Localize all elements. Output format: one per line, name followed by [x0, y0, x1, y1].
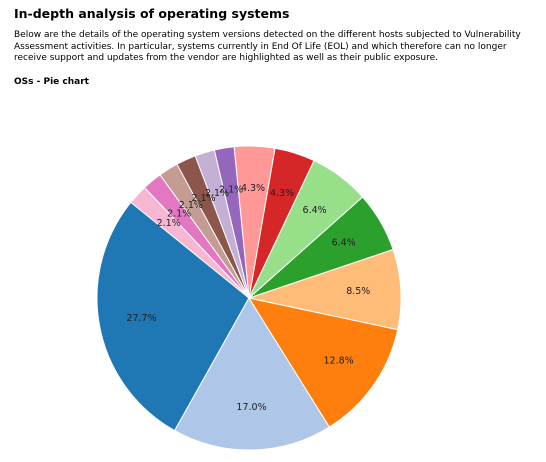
pie-slice-13 — [130, 186, 250, 299]
pie-label-0: 27.7% — [126, 313, 156, 324]
pie-slices — [96, 145, 402, 451]
pie-label-12: 2.1% — [167, 208, 191, 219]
pie-label-2: 12.8% — [324, 355, 354, 366]
pie-labels: 27.7%17.0%12.8%8.5%6.4%6.4%4.3%4.3%2.1%2… — [126, 183, 370, 413]
pie-label-3: 8.5% — [346, 286, 370, 297]
intro-paragraph: Below are the details of the operating s… — [14, 30, 521, 63]
pie-chart-svg: 27.7%17.0%12.8%8.5%6.4%6.4%4.3%4.3%2.1%2… — [96, 145, 402, 451]
pie-label-5: 6.4% — [303, 205, 327, 216]
pie-label-13: 2.1% — [157, 218, 181, 229]
pie-label-6: 4.3% — [270, 188, 294, 199]
pie-label-10: 2.1% — [191, 193, 215, 204]
report-section: In-depth analysis of operating systems B… — [14, 0, 534, 88]
pie-label-1: 17.0% — [236, 402, 266, 413]
pie-label-4: 6.4% — [332, 238, 356, 249]
pie-slice-0 — [96, 201, 250, 432]
pie-slice-1 — [173, 297, 331, 451]
os-pie-chart: 27.7% 17.0% 12.8% 8.5% 6.4% 6.4% 4.3% 4.3% 2.1% 2… — [0, 122, 546, 462]
section-title: OSs - Pie chart — [14, 76, 89, 87]
pie-label-8: 2.1% — [219, 185, 243, 196]
pie-label-7: 4.3% — [241, 183, 265, 194]
pie-label-9: 2.1% — [205, 188, 229, 199]
pie-label-11: 2.1% — [179, 200, 203, 211]
pie-slice-2 — [247, 297, 399, 428]
page-title: In-depth analysis of operating systems — [14, 6, 290, 21]
